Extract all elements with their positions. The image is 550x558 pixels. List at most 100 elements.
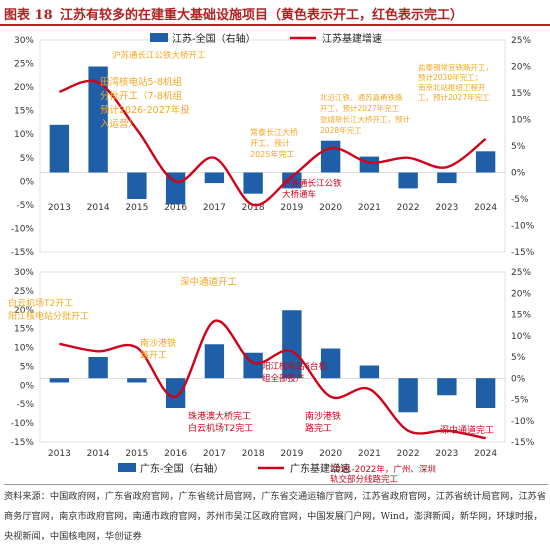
- bar: [475, 378, 496, 408]
- right-tick-label: 25%: [511, 36, 531, 46]
- legend-bar-label: 广东-全国（右轴）: [140, 462, 224, 475]
- left-tick-label: 0%: [20, 381, 35, 391]
- annotation-text: 轨交部分线路完工: [330, 474, 399, 484]
- plot-frame: [39, 39, 506, 253]
- category-label: 2014: [87, 203, 110, 213]
- left-tick-label: 30%: [14, 268, 34, 278]
- annotation-text: 深中通道完工: [440, 424, 494, 436]
- category-label: 2020: [319, 203, 342, 213]
- right-tick-label: -10%: [511, 222, 535, 232]
- legend-line-label: 广东基建增速: [290, 462, 350, 475]
- annotation-text: 白云机场T2完工: [188, 422, 253, 434]
- growth-line: [58, 79, 487, 207]
- annotation-text: 组全部投产: [262, 373, 305, 384]
- annotation-text: 阳江核电站6台机: [262, 361, 327, 372]
- annotation-text: 开工，预计2027年完工: [320, 103, 400, 113]
- annotation-text: 路开工: [140, 349, 167, 361]
- category-label: 2021: [358, 203, 381, 213]
- left-tick-label: 15%: [14, 325, 34, 335]
- right-tick-label: 20%: [511, 289, 531, 299]
- right-tick-label: 5%: [511, 353, 526, 363]
- right-tick-label: 15%: [511, 89, 531, 99]
- right-tick-label: -15%: [511, 438, 535, 448]
- right-tick-label: -10%: [511, 417, 535, 427]
- annotation-text: 大桥通车: [282, 189, 316, 200]
- bar: [437, 172, 457, 184]
- left-tick-label: -15%: [11, 438, 35, 448]
- category-label: 2013: [48, 449, 71, 459]
- right-tick-label: -5%: [511, 396, 529, 406]
- category-label: 2015: [125, 203, 148, 213]
- growth-line: [59, 319, 486, 440]
- annotation-text: 田湾核电站5-8机组: [100, 76, 183, 88]
- annotation-text: 珠港澳大桥完工: [188, 410, 251, 422]
- category-label: 2019: [280, 203, 303, 213]
- bar: [475, 151, 496, 173]
- category-label: 2017: [203, 449, 226, 459]
- bar: [359, 156, 380, 173]
- category-label: 2021: [358, 449, 381, 459]
- annotation-text: 沪苏通长江公铁大桥开工: [112, 50, 206, 61]
- annotation-text: 路完工: [305, 422, 332, 434]
- category-label: 2022: [397, 203, 420, 213]
- category-label: 2016: [164, 203, 187, 213]
- category-label: 2015: [125, 449, 148, 459]
- bar: [282, 310, 302, 379]
- right-tick-label: 20%: [511, 63, 531, 73]
- left-tick-label: -10%: [11, 419, 35, 429]
- bar: [320, 348, 341, 379]
- right-tick-label: 10%: [511, 116, 531, 126]
- bar: [204, 344, 225, 379]
- left-tick-label: 25%: [14, 60, 34, 70]
- annotation-text: 深中通道开工: [180, 276, 238, 288]
- annotation-text: 入运营）: [100, 118, 138, 130]
- category-label: 2018: [242, 449, 265, 459]
- bar: [437, 378, 457, 396]
- annotation-text: 南沙港铁: [305, 410, 341, 422]
- annotation-text: 南沙港铁: [140, 337, 176, 349]
- annotation-text: 分批开工（7-8机组: [100, 90, 183, 102]
- left-tick-label: 5%: [20, 154, 35, 164]
- left-tick-label: 20%: [14, 306, 34, 316]
- left-tick-label: 10%: [14, 130, 34, 140]
- right-tick-label: 0%: [511, 169, 526, 179]
- chart-guangdong: -15% -10% -5% 0% 5% 10% 15% 20% 25% 30% -15% -10% -5…: [8, 268, 535, 484]
- category-label: 2024: [474, 449, 497, 459]
- right-tick-label: 5%: [511, 142, 526, 152]
- bar: [320, 140, 341, 173]
- annotation-text: 阳江核电站分批开工: [8, 310, 89, 322]
- category-label: 2020: [319, 449, 342, 459]
- legend-bar-swatch: [150, 33, 168, 42]
- legend-line-label: 江苏基建增速: [322, 32, 382, 45]
- category-label: 2017: [203, 203, 226, 213]
- bar: [49, 378, 70, 383]
- legend-bar-label: 江苏-全国（右轴）: [172, 32, 256, 45]
- bar: [88, 66, 108, 173]
- annotation-text: 北沿江铁、通苏嘉甬铁路: [320, 92, 403, 102]
- annotation-text: 预计2030年完工；: [418, 72, 482, 82]
- left-tick-label: -15%: [11, 248, 35, 258]
- left-tick-label: 5%: [20, 362, 35, 372]
- bar: [88, 357, 108, 379]
- category-label: 2014: [87, 449, 110, 459]
- legend-bar-swatch: [118, 463, 136, 472]
- right-tick-label: 15%: [511, 311, 531, 321]
- right-tick-label: 25%: [511, 268, 531, 278]
- category-label: 2018: [242, 203, 265, 213]
- bar: [49, 124, 70, 173]
- left-tick-label: -10%: [11, 224, 35, 234]
- bar: [127, 378, 147, 383]
- bar: [127, 172, 147, 199]
- bar: [398, 172, 418, 189]
- right-tick-label: -5%: [511, 195, 529, 205]
- bar: [359, 365, 380, 379]
- annotation-text: 工，预计2027年完工: [418, 92, 490, 102]
- category-label: 2023: [435, 449, 458, 459]
- right-tick-label: -15%: [511, 248, 535, 258]
- left-tick-label: 0%: [20, 177, 35, 187]
- category-label: 2019: [280, 449, 303, 459]
- figure-title-bar: 图表 18 江苏有较多的在建重大基础设施项目（黄色表示开工，红色表示完工）: [0, 0, 550, 26]
- annotation-text: 预计2026-2027年投: [100, 104, 190, 116]
- figure-number: 图表 18: [4, 8, 53, 23]
- category-label: 2024: [474, 203, 497, 213]
